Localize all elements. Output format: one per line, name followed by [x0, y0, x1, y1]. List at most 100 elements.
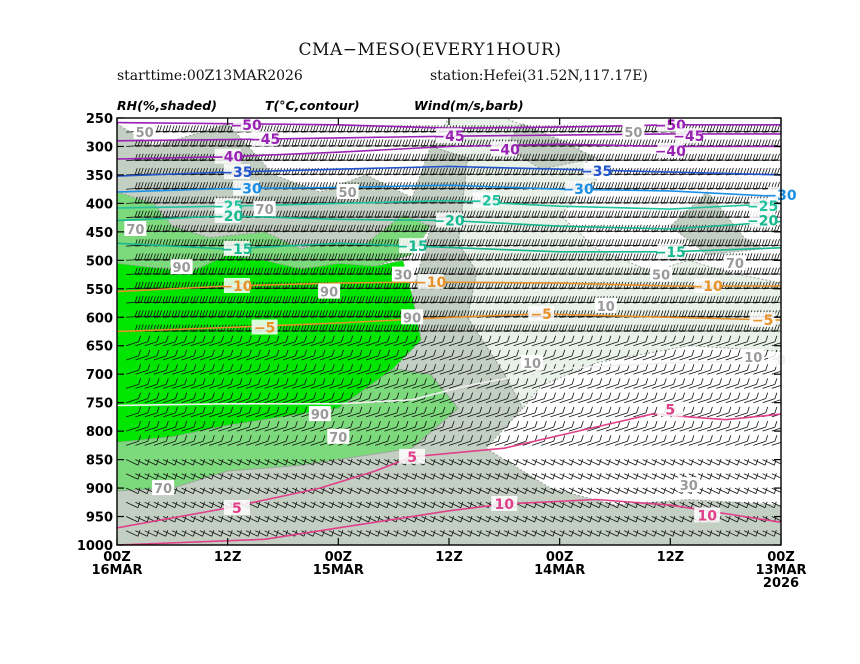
wind-barb-196	[624, 153, 642, 162]
wind-barb-1269	[697, 364, 713, 375]
temperature-contour-label: 5	[232, 501, 242, 517]
y-tick-label: 300	[86, 140, 113, 155]
wind-barb-469	[522, 210, 541, 218]
wind-barb-1467	[559, 406, 575, 418]
wind-barb-337	[614, 181, 633, 190]
rh-contour-label: 50	[624, 126, 642, 141]
temperature-contour-label: −25	[470, 194, 501, 210]
wind-barb-1687	[624, 458, 639, 466]
wind-barb-534	[467, 224, 485, 233]
wind-barb-1675	[513, 458, 528, 466]
rh-contour-label: 70	[126, 223, 144, 238]
wind-barb-402	[559, 196, 577, 204]
wind-barb-67	[744, 125, 762, 133]
wind-barb-1768	[716, 473, 731, 480]
wind-barb-403	[568, 196, 587, 204]
wind-barb-211	[762, 153, 780, 162]
wind-barb-88	[282, 139, 301, 147]
wind-barb-249	[458, 167, 476, 176]
x-tick-label: 12Z	[435, 550, 463, 565]
wind-barb-1344	[734, 378, 750, 389]
wind-barb-413	[661, 196, 679, 204]
wind-barb-1403	[624, 392, 639, 404]
wind-barb-95	[347, 139, 365, 147]
wind-barb-1466	[550, 406, 566, 418]
temperature-contour-label: −15	[655, 245, 686, 261]
wind-barb-357	[144, 196, 162, 204]
wind-barb-1676	[522, 458, 537, 466]
wind-barb-285	[135, 181, 153, 190]
wind-barb-538	[504, 224, 522, 233]
wind-barb-1405	[642, 392, 658, 404]
wind-barb-1751	[559, 473, 574, 480]
wind-barb-161	[301, 153, 319, 162]
wind-barb-428	[144, 210, 162, 218]
y-tick-label: 950	[86, 511, 113, 526]
wind-barb-411	[642, 196, 660, 204]
wind-barb-468	[513, 210, 531, 218]
wind-barb-509	[236, 224, 255, 233]
wind-barb-1760	[642, 473, 657, 480]
wind-barb-475	[578, 210, 596, 218]
wind-barb-533	[458, 224, 476, 233]
wind-barb-1632	[771, 441, 781, 446]
wind-barb-1263	[642, 364, 658, 375]
wind-barb-417	[697, 196, 716, 204]
rh-contour-label: 50	[339, 186, 357, 201]
rh-contour-label: 50	[652, 269, 670, 284]
wind-barb-1550	[670, 420, 686, 432]
wind-barb-399	[531, 196, 550, 204]
wind-barb-1602	[494, 435, 510, 446]
wind-barb-1199	[707, 349, 722, 361]
y-tick-label: 700	[86, 368, 113, 383]
wind-barb-286	[144, 181, 162, 190]
temperature-contour-label: −40	[489, 142, 520, 158]
wind-barb-92	[319, 139, 338, 147]
wind-barb-1610	[568, 435, 584, 446]
wind-barb-500	[153, 224, 172, 233]
wind-barb-1339	[688, 378, 704, 389]
wind-barb-1700	[743, 458, 759, 466]
wind-barb-472	[550, 210, 568, 218]
wind-barb-1609	[559, 435, 575, 446]
wind-barb-350	[734, 181, 753, 190]
wind-barb-1484	[716, 406, 732, 418]
wind-barb-65	[725, 125, 743, 133]
wind-barb-1826	[596, 487, 611, 494]
wind-barb-454	[384, 210, 402, 218]
temperature-contour-label: −10	[692, 279, 723, 295]
wind-barb-1833	[660, 487, 676, 494]
wind-barb-1266	[670, 364, 686, 375]
wind-barb-206	[716, 153, 734, 162]
wind-barb-1341	[707, 378, 722, 389]
wind-barb-186	[531, 153, 550, 162]
wind-barb-501	[163, 224, 181, 233]
temperature-contour-label: −30	[562, 182, 593, 198]
wind-barb-537	[495, 224, 513, 233]
wind-barb-416	[688, 196, 707, 204]
wind-barb-210	[753, 153, 771, 162]
wind-barb-1552	[688, 420, 704, 432]
wind-barb-1750	[550, 473, 565, 480]
wind-barb-477	[596, 210, 614, 218]
wind-barb-1346	[753, 378, 769, 389]
y-tick-label: 600	[86, 311, 113, 326]
wind-barb-406	[596, 196, 614, 204]
wind-barb-473	[559, 210, 577, 218]
wind-barb-239	[365, 167, 384, 176]
wind-barb-204	[697, 153, 716, 162]
wind-barb-506	[209, 224, 227, 233]
wind-barb-289	[172, 181, 190, 190]
wind-barb-1268	[688, 364, 704, 375]
wind-barb-1401	[605, 392, 621, 404]
wind-barb-1757	[614, 473, 630, 480]
wind-barb-359	[163, 196, 181, 204]
rh-region-gt90-0	[117, 254, 422, 443]
wind-barb-521	[347, 224, 365, 233]
rh-region-30_50-4	[430, 118, 781, 409]
wind-barb-1472	[605, 406, 621, 418]
wind-barb-185	[522, 153, 541, 162]
wind-barb-539	[513, 224, 531, 233]
wind-barb-502	[172, 224, 190, 233]
wind-barb-22	[329, 125, 347, 133]
